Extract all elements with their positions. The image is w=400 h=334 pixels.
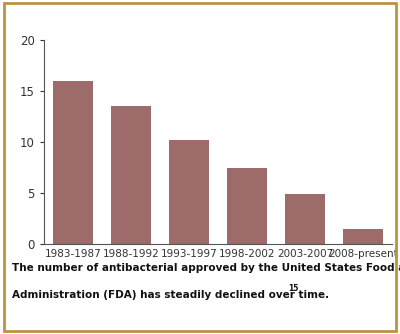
Bar [285,194,325,244]
Text: F I G U R E  1: F I G U R E 1 [152,11,248,24]
Bar [111,106,151,244]
Text: 15: 15 [288,284,298,293]
Text: Administration (FDA) has steadily declined over time.: Administration (FDA) has steadily declin… [12,290,329,300]
Bar [53,81,93,244]
Bar [227,168,267,244]
Bar [343,228,383,244]
Bar [169,140,209,244]
Text: The number of antibacterial approved by the United States Food and Drug: The number of antibacterial approved by … [12,263,400,273]
